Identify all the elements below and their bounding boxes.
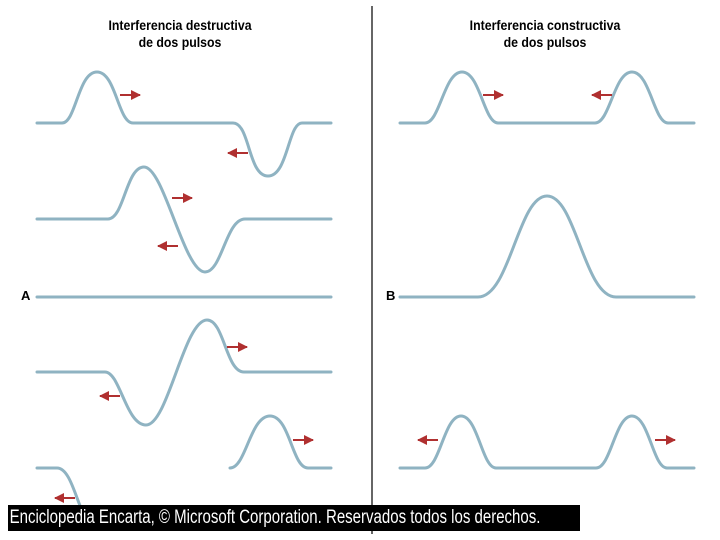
wave-b3 [398,414,696,470]
wave-a4 [35,318,333,427]
wave-b2 [398,194,696,299]
left-title-line2: de dos pulsos [138,34,222,50]
credit-banner: Enciclopedia Encarta, © Microsoft Corpor… [8,505,580,531]
right-panel-title: Interferencia constructiva de dos pulsos [439,17,650,51]
panel-label-a: A [21,288,31,303]
panel-label-b: B [386,288,396,303]
left-panel-title: Interferencia destructiva de dos pulsos [74,17,285,51]
wave-a1 [35,70,333,178]
wave-b1 [398,70,696,125]
credit-text: Enciclopedia Encarta, © Microsoft Corpor… [9,507,541,528]
right-title-line1: Interferencia constructiva [469,17,621,33]
right-title-line2: de dos pulsos [503,34,587,50]
wave-a2 [35,165,333,274]
left-title-line1: Interferencia destructiva [108,17,252,33]
